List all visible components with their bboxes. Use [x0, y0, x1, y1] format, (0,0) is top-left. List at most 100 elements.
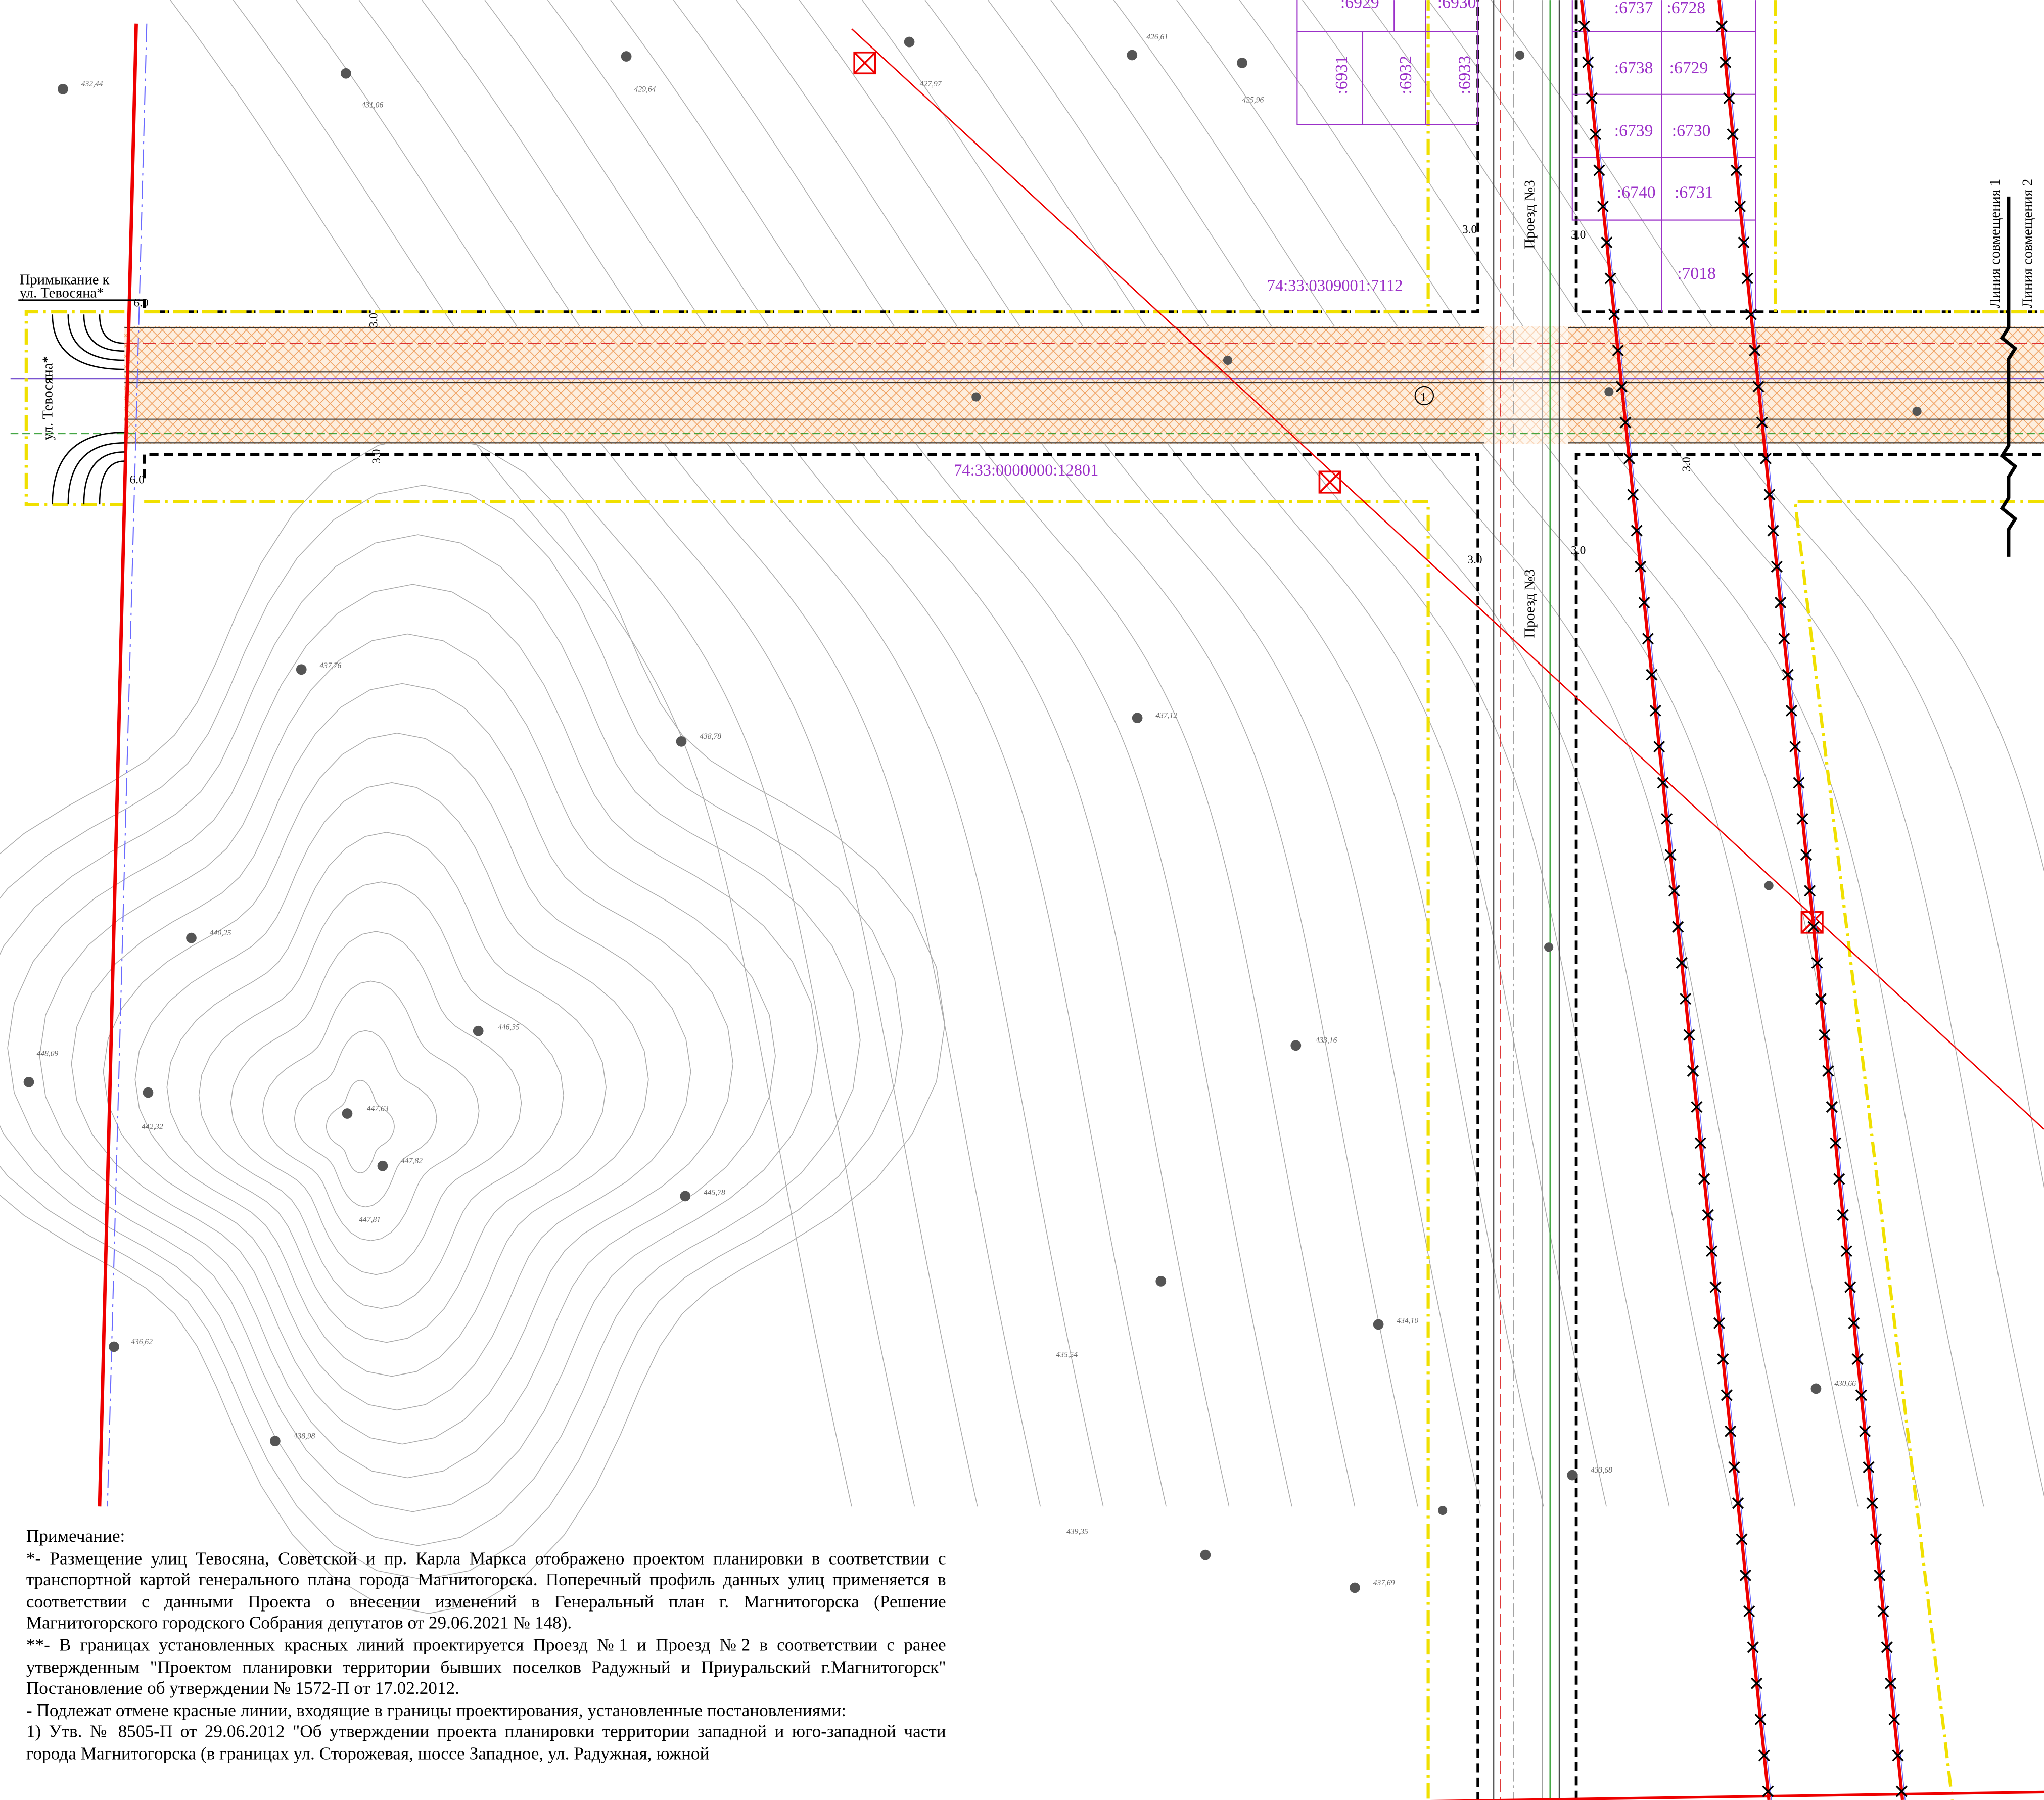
survey-point	[143, 1087, 154, 1098]
road-label: Проезд №3	[1522, 180, 1538, 249]
parcel: :6729	[1669, 59, 1708, 77]
elevation-label: 434,10	[1397, 1316, 1418, 1325]
survey-point	[24, 1077, 34, 1087]
contour	[135, 783, 648, 1377]
dimension: 3.0	[370, 449, 383, 464]
contour	[736, 0, 1418, 1506]
parcel: :6931	[1332, 56, 1351, 94]
survey-point	[1127, 50, 1137, 61]
contour	[862, 0, 1544, 1506]
survey-point	[1223, 356, 1232, 365]
survey-point	[1515, 51, 1524, 60]
road-number: 1	[1420, 391, 1426, 404]
contour	[233, 0, 914, 1506]
page: { "parcels": [":6929", ":6930", ":6931",…	[0, 0, 2044, 1800]
parcel: :6739	[1614, 122, 1653, 140]
cadastral-number: 74:33:0309001:7112	[1267, 277, 1403, 295]
survey-point	[1544, 942, 1553, 952]
survey-points: 432,44431,06429,64427,97426,61425,96437,…	[24, 33, 1922, 1593]
parcel: :6737	[1614, 0, 1653, 17]
elevation-label: 448,09	[37, 1049, 59, 1058]
elevation-label: 439,35	[1066, 1528, 1088, 1536]
elevation-label: 427,97	[920, 80, 942, 88]
parcel: :7018	[1677, 264, 1716, 283]
elevation-label: 432,44	[81, 80, 103, 88]
match-line-label: Линия совмещения 1	[1987, 179, 2003, 308]
contour	[988, 0, 1669, 1506]
parcel: :6730	[1672, 122, 1711, 140]
contour	[296, 0, 978, 1506]
survey-point	[341, 68, 351, 79]
survey-point	[270, 1436, 281, 1446]
contour	[8, 584, 818, 1511]
survey-point	[1604, 387, 1613, 396]
note: - Подлежат отмене красные линии, входящи…	[26, 1700, 946, 1722]
elevation-label: 430,66	[1834, 1380, 1856, 1388]
elevation-label: 433,16	[1316, 1036, 1337, 1045]
contour	[925, 0, 1606, 1506]
contour	[611, 0, 1292, 1506]
survey-point	[1438, 1506, 1447, 1515]
red-line	[1582, 0, 1769, 1800]
dimension: 3.0	[367, 313, 381, 327]
survey-point	[378, 1161, 388, 1171]
vertical-road	[1494, 0, 1559, 1800]
match-line-label: Линия совмещения 2	[2020, 179, 2036, 308]
survey-point	[186, 933, 197, 943]
survey-point	[971, 392, 981, 401]
survey-point	[58, 84, 68, 94]
dimension: 3.0	[1680, 457, 1693, 471]
survey-point	[680, 1191, 690, 1201]
survey-point	[1373, 1319, 1384, 1330]
dimension: 3.0	[1462, 223, 1477, 236]
contour	[359, 0, 1040, 1506]
contour	[326, 1080, 394, 1173]
cadastral-number: 74:33:0000000:12801	[954, 461, 1098, 480]
notes-title: Примечание:	[26, 1526, 946, 1548]
survey-point	[1764, 881, 1774, 890]
dimension: 6.0	[133, 297, 148, 310]
notes-box: Примечание: *- Размещение улиц Тевосяна,…	[26, 1526, 946, 1800]
elevation-label: 440,25	[210, 929, 231, 937]
elevation-label: 437,12	[1155, 712, 1177, 720]
contour	[1239, 0, 1921, 1506]
contour	[0, 485, 903, 1580]
elevation-label: 438,98	[294, 1432, 315, 1440]
street-label: ул. Тевосяна*	[40, 356, 56, 441]
contour	[1051, 0, 1732, 1506]
road-label: Проезд №3	[1522, 569, 1538, 638]
contour	[1491, 0, 2044, 1506]
note: **- В границах установленных красных лин…	[26, 1635, 946, 1700]
note: 1) Утв. № 8505-П от 29.06.2012 "Об утвер…	[26, 1722, 946, 1765]
note: *- Размещение улиц Тевосяна, Советской и…	[26, 1548, 946, 1635]
dimension: 3.0	[1467, 553, 1482, 566]
contour	[799, 0, 1480, 1506]
elevation-label: 436,62	[131, 1338, 153, 1346]
blue-line	[108, 24, 147, 1506]
contour	[422, 0, 1103, 1506]
contour	[199, 882, 564, 1308]
red-line	[100, 24, 136, 1506]
contour	[548, 0, 1229, 1506]
elevation-label: 447,81	[359, 1216, 381, 1224]
contour	[294, 1030, 437, 1207]
survey-point	[1155, 1276, 1166, 1287]
crossing	[1484, 326, 1568, 444]
elevation-label: 445,78	[704, 1188, 725, 1197]
elevation-label: 429,64	[634, 85, 656, 94]
elevation-label: 425,96	[1242, 96, 1264, 104]
notes: Примечание: *- Размещение улиц Тевосяна,…	[26, 1526, 946, 1765]
elevation-label: 433,68	[1591, 1466, 1612, 1475]
contour	[1113, 0, 1795, 1506]
contour	[39, 634, 775, 1478]
dimension: 3.0	[1571, 544, 1586, 557]
dimension: 3.0	[1571, 228, 1586, 242]
elevation-label: 431,06	[361, 101, 383, 110]
contour	[170, 0, 852, 1506]
elevation-label: 437,76	[320, 661, 342, 670]
survey-point	[296, 664, 307, 675]
pipeline	[852, 29, 2044, 1129]
red-line	[1719, 0, 1902, 1800]
red-lines-crossed	[1579, 0, 1907, 1800]
elevation-label: 447,82	[401, 1157, 423, 1165]
